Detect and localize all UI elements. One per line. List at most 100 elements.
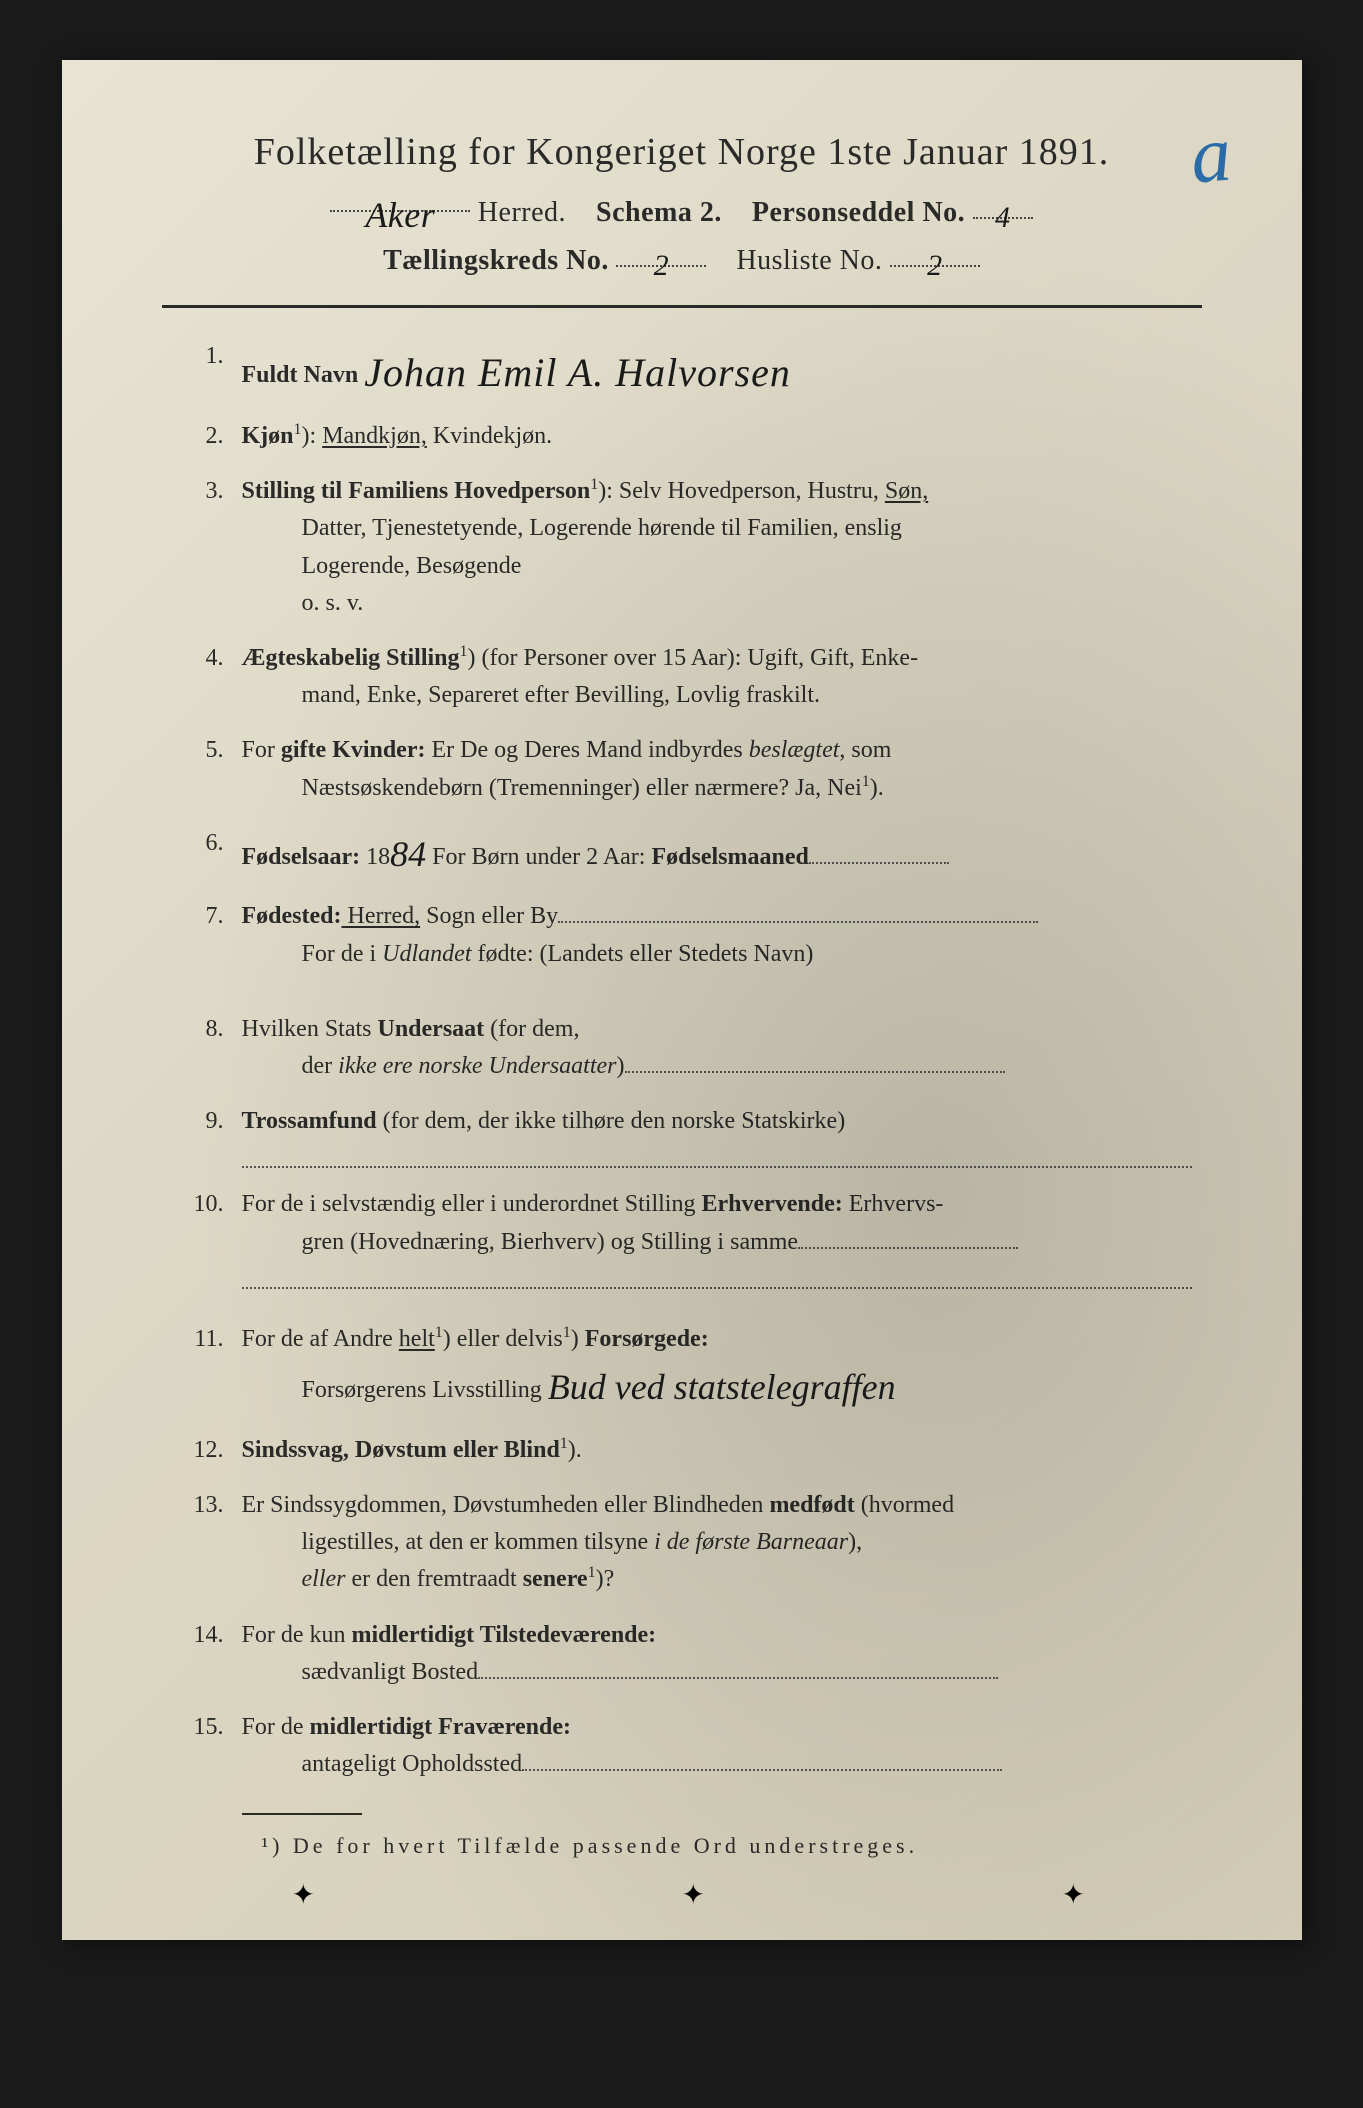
schema-label: Schema 2. (596, 197, 722, 228)
tail: )? (596, 1566, 615, 1592)
text: For de kun (242, 1622, 352, 1648)
label: Sindssvag, Døvstum eller Blind (242, 1437, 560, 1463)
item-number: 1. (182, 338, 242, 375)
dotted-fill (242, 1148, 1192, 1168)
cont-line: o. s. v. (242, 585, 1192, 622)
mid2: ) (571, 1326, 585, 1352)
ital: beslægtet (749, 737, 840, 763)
sup: 1 (563, 1324, 571, 1341)
header-line-2: Aker Herred. Schema 2. Personseddel No. … (162, 188, 1202, 229)
personseddel-no-field: 4 (973, 195, 1033, 219)
label: midlertidigt Tilstedeværende: (352, 1622, 657, 1648)
personseddel-label: Personseddel No. (752, 197, 965, 228)
cont-prefix: ligestilles, at den er kommen tilsyne (302, 1529, 655, 1555)
item-content: Er Sindssygdommen, Døvstumheden eller Bl… (242, 1487, 1192, 1599)
item-number: 10. (182, 1186, 242, 1223)
text: Hvilken Stats (242, 1016, 378, 1042)
cont-line: ligestilles, at den er kommen tilsyne i … (242, 1524, 1192, 1561)
item-content: Fuldt Navn Johan Emil A. Halvorsen (242, 338, 1192, 400)
sup: 1 (560, 1435, 568, 1452)
cont-line: For de i Udlandet fødte: (Landets eller … (242, 936, 1192, 973)
under: helt (399, 1326, 435, 1352)
cont-line: Logerende, Besøgende (242, 548, 1192, 585)
item-content: For de i selvstændig eller i underordnet… (242, 1186, 1192, 1288)
cont-line: mand, Enke, Separeret efter Bevilling, L… (242, 677, 1192, 714)
text: , som (839, 737, 891, 763)
item-number: 7. (182, 898, 242, 935)
punch-mark-icon: ✦ (292, 1878, 314, 1900)
item-13: 13. Er Sindssygdommen, Døvstumheden elle… (182, 1487, 1192, 1599)
item-6: 6. Fødselsaar: 1884 For Børn under 2 Aar… (182, 825, 1192, 881)
text: (for dem, der ikke tilhøre den norske St… (377, 1108, 846, 1134)
punch-mark-icon: ✦ (682, 1878, 704, 1900)
husliste-no: 2 (927, 249, 943, 282)
spacer (182, 991, 1192, 1011)
sup: 1 (435, 1324, 443, 1341)
text: ) (for Personer over 15 Aar): Ugift, Gif… (468, 645, 919, 671)
item-number: 5. (182, 732, 242, 769)
item-2: 2. Kjøn1): Mandkjøn, Kvindekjøn. (182, 418, 1192, 455)
dotted-fill (522, 1753, 1002, 1771)
herred-field: Aker (330, 188, 470, 212)
footnote-marker: ¹) (262, 1833, 284, 1858)
item-12: 12. Sindssvag, Døvstum eller Blind1). (182, 1432, 1192, 1469)
cont-text: gren (Hovednæring, Bierhverv) og Stillin… (302, 1229, 799, 1255)
label: Fødested: (242, 903, 342, 929)
header-line-3: Tællingskreds No. 2 Husliste No. 2 (162, 243, 1202, 277)
item-9: 9. Trossamfund (for dem, der ikke tilhør… (182, 1103, 1192, 1168)
item-15: 15. For de midlertidigt Fraværende: anta… (182, 1709, 1192, 1783)
option-underlined: Søn, (885, 478, 928, 504)
tail: ). (870, 775, 884, 801)
footnote-rule (242, 1813, 362, 1815)
cont-text: sædvanligt Bosted (302, 1659, 479, 1685)
sup: 1 (862, 773, 870, 790)
label: Forsørgede: (585, 1326, 709, 1352)
sup: 1 (460, 643, 468, 660)
item-number: 4. (182, 640, 242, 677)
item-number: 2. (182, 418, 242, 455)
item-5: 5. For gifte Kvinder: Er De og Deres Man… (182, 732, 1192, 806)
document-page: Folketælling for Kongeriget Norge 1ste J… (62, 60, 1302, 1940)
kreds-label: Tællingskreds No. (383, 245, 609, 276)
ital: ikke ere norske Undersaatter (338, 1053, 616, 1079)
document-header: Folketælling for Kongeriget Norge 1ste J… (162, 130, 1202, 277)
item-content: Stilling til Familiens Hovedperson1): Se… (242, 473, 1192, 622)
item-number: 12. (182, 1432, 242, 1469)
label: Stilling til Familiens Hovedperson (242, 478, 591, 504)
label: Erhvervende: (701, 1191, 842, 1217)
kreds-no-field: 2 (616, 243, 706, 267)
spacer (182, 1307, 1192, 1321)
text: Sogn eller By (420, 903, 558, 929)
cont-line: Forsørgerens Livsstilling Bud ved statst… (242, 1358, 1192, 1414)
cont-line: eller er den fremtraadt senere1)? (242, 1561, 1192, 1598)
label: medfødt (769, 1492, 854, 1518)
sup: 1 (294, 421, 302, 438)
text: Er Sindssygdommen, Døvstumheden eller Bl… (242, 1492, 770, 1518)
item-number: 15. (182, 1709, 242, 1746)
cont-text: antageligt Opholdssted (302, 1751, 523, 1777)
document-title: Folketælling for Kongeriget Norge 1ste J… (162, 130, 1202, 174)
label2: Fødselsmaaned (651, 844, 808, 870)
mid: ) eller delvis (443, 1326, 563, 1352)
cont-prefix: der (302, 1053, 339, 1079)
cont-line: sædvanligt Bosted (242, 1654, 1192, 1691)
cont-after: fødte: (Landets eller Stedets Navn) (472, 941, 814, 967)
item-number: 14. (182, 1617, 242, 1654)
item-content: For de kun midlertidigt Tilstedeværende:… (242, 1617, 1192, 1691)
item-7: 7. Fødested: Herred, Sogn eller By For d… (182, 898, 1192, 972)
year-prefix: 18 (360, 844, 390, 870)
item-1: 1. Fuldt Navn Johan Emil A. Halvorsen (182, 338, 1192, 400)
text: Er De og Deres Mand indbyrdes (425, 737, 748, 763)
cont-line: Datter, Tjenestetyende, Logerende hørend… (242, 510, 1192, 547)
bold: senere (523, 1566, 588, 1592)
item-content: Sindssvag, Døvstum eller Blind1). (242, 1432, 1192, 1469)
kreds-no: 2 (654, 249, 670, 282)
item-number: 8. (182, 1011, 242, 1048)
name-handwritten: Johan Emil A. Halvorsen (364, 350, 791, 395)
item-content: Hvilken Stats Undersaat (for dem, der ik… (242, 1011, 1192, 1085)
ital: Udlandet (382, 941, 471, 967)
label: Ægteskabelig Stilling (242, 645, 460, 671)
husliste-label: Husliste No. (736, 245, 882, 276)
item-content: For gifte Kvinder: Er De og Deres Mand i… (242, 732, 1192, 806)
sup: 1 (588, 1564, 596, 1581)
